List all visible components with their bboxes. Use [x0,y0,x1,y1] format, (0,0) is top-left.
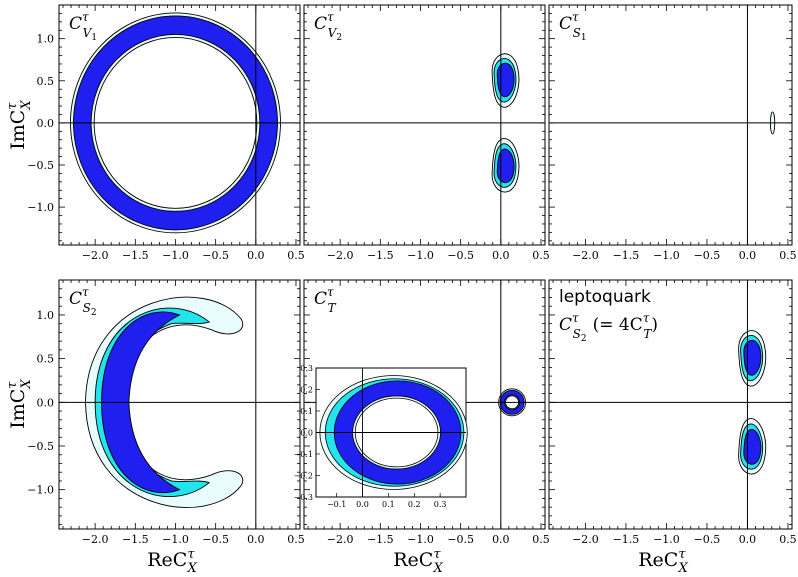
panel-frame [303,279,546,530]
y-tick-label: −0.5 [27,159,54,172]
x-tick-label: −1.5 [122,533,149,546]
x-tick-label: 0.5 [532,533,550,546]
contour-inner [101,311,181,494]
y-axis-label-bottom: ImCτX [5,379,34,429]
x-tick-label: −2.0 [82,533,109,546]
x-tick-label: 0.0 [247,533,265,546]
x-tick-label: 0.0 [492,533,510,546]
panel-frame [58,279,301,530]
contour-region [59,5,300,245]
x-tick-label: −1.5 [613,249,640,262]
panel-label: Cτ S2(= 4Cτ T) [559,311,658,344]
y-axis-label-top: ImCτX [5,100,34,150]
panel-frame [303,4,546,246]
x-tick-label: −0.5 [694,533,721,546]
x-tick-label: −1.5 [122,249,149,262]
x-tick-label: 0.5 [779,533,797,546]
x-tick-label: −2.0 [327,249,354,262]
contour-region [549,280,792,529]
y-tick-label: −1.0 [27,201,54,214]
inset-y-tick-label: −0.2 [294,472,313,481]
y-tick-label: −1.0 [27,484,54,497]
inset-y-tick-label: 0.3 [300,364,313,373]
x-tick-label: −2.0 [327,533,354,546]
inset-plot: −0.1 0.0 0.1 0.2 0.3 0.3 0.2 0.1 0.0 −0.1 −0.2 −0.3 [294,364,468,509]
y-tick-label: 1.0 [37,309,55,322]
inset-x-tick-label: 0.2 [408,500,421,509]
inset-y-tick-label: −0.3 [294,493,313,502]
inset-y-tick-label: −0.1 [294,450,313,459]
x-tick-label: 0.0 [739,533,757,546]
panel-label: Cτ V2 [314,10,342,43]
x-tick-label: 0.5 [779,249,797,262]
panel-CT: −2.0 −1.5 −1.0 −0.5 0.0 0.5 Cτ T −0.1 0.0 0.1 0.2 0.… [294,279,550,546]
inset-y-tick-label: 0.0 [300,429,313,438]
panel-CV2: −2.0 −1.5 −1.0 −0.5 0.0 0.5 Cτ V2 [303,4,550,262]
x-tick-label: −0.5 [202,533,229,546]
x-axis-label-middle: ReCτ X [393,547,443,576]
contour-region [549,5,792,245]
panel-frame [548,279,793,530]
contour-blob [496,62,515,98]
panel-label: Cτ S2 [69,285,97,318]
x-tick-label: −1.5 [367,533,394,546]
x-tick-label: −2.0 [572,249,599,262]
inset-x-tick-label: 0.0 [356,500,369,509]
x-tick-label: 0.0 [739,249,757,262]
x-tick-label: −1.5 [613,533,640,546]
x-tick-label: 0.5 [287,533,305,546]
x-tick-label: −0.5 [694,249,721,262]
y-tick-label: 0.0 [37,396,55,409]
y-tick-label: 0.0 [37,117,55,130]
x-tick-label: 0.0 [247,249,265,262]
x-tick-label: −1.0 [407,249,434,262]
x-tick-label: −1.0 [162,533,189,546]
contour-blob [743,340,762,376]
panel-LQ: −2.0 −1.5 −1.0 −0.5 0.0 0.5 leptoquark Cτ S2(= 4… [548,279,797,546]
panel-frame [58,4,301,246]
x-tick-label: −0.5 [447,533,474,546]
y-tick-label: 1.0 [37,33,55,46]
panel-label: Cτ T [314,285,337,315]
y-tick-label: 0.5 [37,75,55,88]
x-tick-label: −0.5 [447,249,474,262]
contour-blob [496,148,515,183]
x-tick-label: −1.0 [653,249,680,262]
x-tick-label: −2.0 [572,533,599,546]
contour-blob [743,428,762,465]
inset-x-tick-label: −0.1 [327,500,346,509]
x-tick-label: −1.0 [407,533,434,546]
inset-y-tick-label: 0.1 [300,407,313,416]
x-tick-label: −0.5 [202,249,229,262]
x-tick-label: −1.0 [653,533,680,546]
x-axis-label-left: ReCτ X [147,547,197,576]
x-tick-label: −2.0 [82,249,109,262]
y-tick-label: 0.5 [37,353,55,366]
x-tick-label: −1.0 [162,249,189,262]
contour-region [59,280,300,529]
x-tick-label: 0.5 [287,249,305,262]
panel-title: leptoquark [559,287,651,307]
panel-label: Cτ S1 [559,10,587,43]
x-tick-label: −1.5 [367,249,394,262]
panel-frame [548,4,793,246]
panel-CS1: −2.0 −1.5 −1.0 −0.5 0.0 0.5 Cτ S1 [548,4,797,262]
y-tick-label: −0.5 [27,440,54,453]
inset-y-tick-label: 0.2 [300,386,313,395]
inset-x-tick-label: 0.3 [434,500,447,509]
panel-CS2: −2.0 −1.5 −1.0 −0.5 0.0 0.5 1.0 0.5 0.0 −0.5 −1.0 C… [27,279,305,546]
x-axis-label-right: ReCτ X [638,547,688,576]
contour-region [304,5,545,245]
panel-CV1: −2.0 −1.5 −1.0 −0.5 0.0 0.5 1.0 0.5 0.0 −0.5 −1.0 C… [27,4,305,262]
panel-label: Cτ V1 [69,10,97,43]
x-tick-label: 0.5 [532,249,550,262]
x-tick-label: 0.0 [492,249,510,262]
inset-x-tick-label: 0.1 [382,500,395,509]
